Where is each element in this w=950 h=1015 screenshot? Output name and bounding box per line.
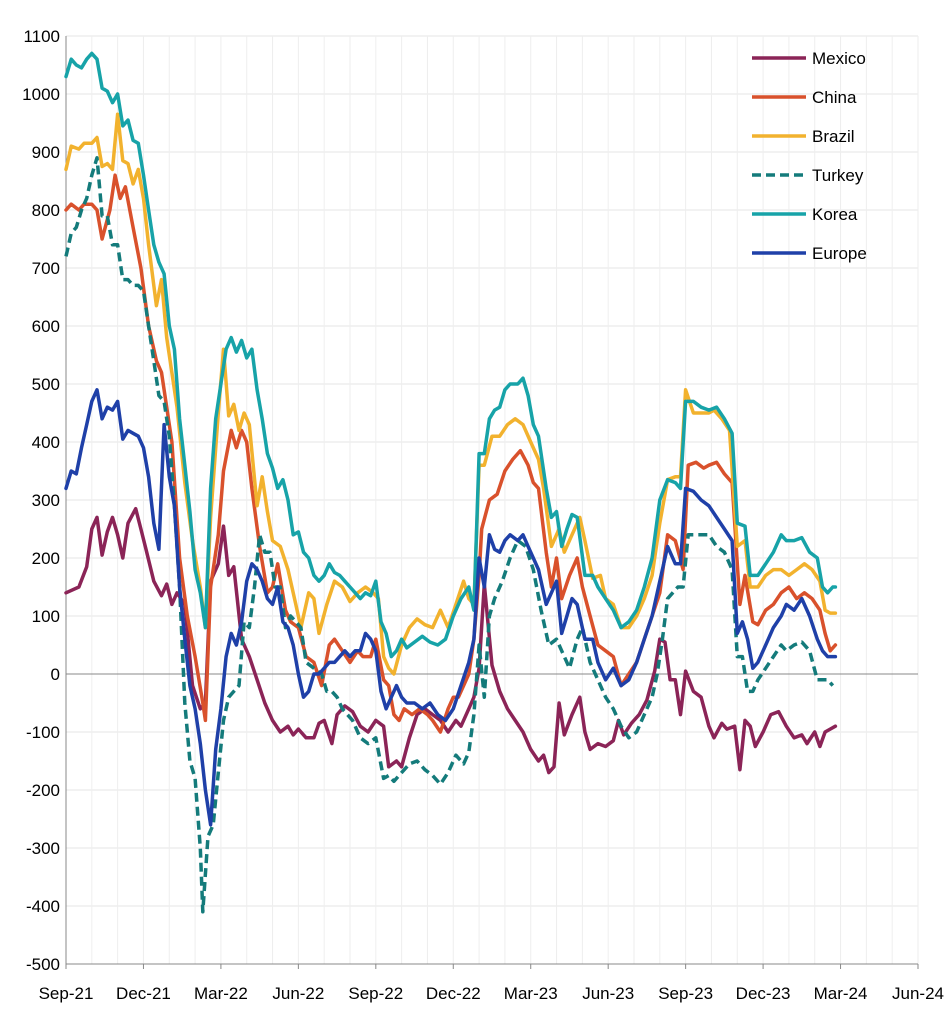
y-tick-label: -200 <box>26 781 60 800</box>
series-line-turkey <box>64 156 835 914</box>
y-tick-label: 1000 <box>22 85 60 104</box>
series-line-mexico <box>64 506 838 775</box>
y-tick-label: 900 <box>32 143 60 162</box>
legend-label-china: China <box>812 88 857 107</box>
y-tick-label: -500 <box>26 955 60 974</box>
x-tick-label: Dec-22 <box>426 984 481 1003</box>
y-tick-label: 100 <box>32 607 60 626</box>
y-tick-label: -100 <box>26 723 60 742</box>
legend-label-brazil: Brazil <box>812 127 855 146</box>
y-tick-label: 1100 <box>23 27 60 46</box>
x-tick-label: Jun-23 <box>582 984 634 1003</box>
x-tick-label: Jun-24 <box>892 984 944 1003</box>
x-tick-label: Dec-23 <box>736 984 791 1003</box>
y-tick-label: 800 <box>32 201 60 220</box>
y-tick-label: 400 <box>32 433 60 452</box>
x-tick-label: Dec-21 <box>116 984 171 1003</box>
legend-label-korea: Korea <box>812 205 858 224</box>
x-tick-label: Sep-23 <box>658 984 713 1003</box>
series-line-europe <box>64 388 838 827</box>
y-tick-label: 600 <box>32 317 60 336</box>
y-tick-label: -300 <box>26 839 60 858</box>
legend-label-mexico: Mexico <box>812 49 866 68</box>
y-tick-label: 700 <box>32 259 60 278</box>
series-line-korea <box>64 51 838 659</box>
legend-label-europe: Europe <box>812 244 867 263</box>
y-tick-label: 0 <box>51 665 60 684</box>
legend: Mexico China Brazil Turkey Korea Europe <box>752 49 867 263</box>
y-tick-label: 200 <box>32 549 60 568</box>
x-tick-label: Mar-22 <box>194 984 248 1003</box>
x-tick-label: Mar-24 <box>814 984 868 1003</box>
x-tick-label: Sep-22 <box>348 984 403 1003</box>
legend-label-turkey: Turkey <box>812 166 864 185</box>
series-lines <box>64 51 838 914</box>
y-tick-label: 300 <box>32 491 60 510</box>
y-tick-label: -400 <box>26 897 60 916</box>
axes: 110010009008007006005004003002001000-100… <box>22 27 944 1003</box>
x-tick-label: Mar-23 <box>504 984 558 1003</box>
y-tick-label: 500 <box>32 375 60 394</box>
x-tick-label: Sep-21 <box>39 984 94 1003</box>
x-tick-label: Jun-22 <box>272 984 324 1003</box>
